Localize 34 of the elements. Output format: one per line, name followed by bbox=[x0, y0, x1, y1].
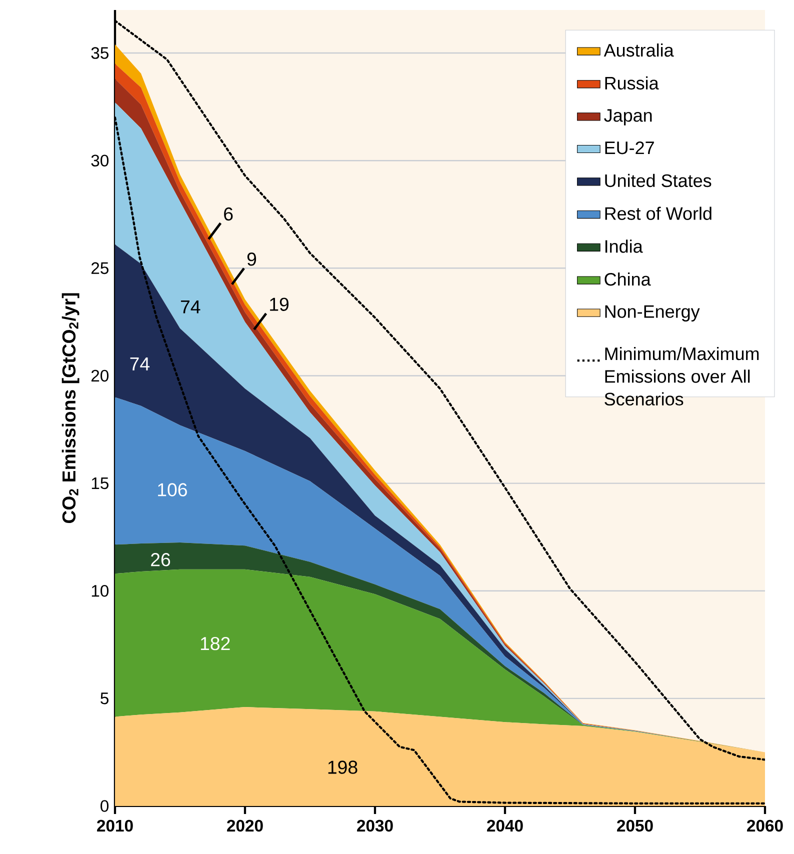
x-tick-label: 2040 bbox=[487, 820, 523, 832]
y-tick-label: 35 bbox=[91, 47, 108, 59]
annotation: 74 bbox=[130, 357, 150, 370]
x-tick-label: 2030 bbox=[357, 820, 393, 832]
y-tick-label: 10 bbox=[92, 584, 109, 597]
y-tick-label: 5 bbox=[100, 692, 108, 704]
x-tick-label: 2060 bbox=[747, 820, 783, 832]
annotation: 9 bbox=[247, 252, 256, 266]
legend-label: Japan bbox=[604, 109, 652, 126]
x-tick-label: 2010 bbox=[97, 820, 133, 832]
y-tick-label: 15 bbox=[92, 477, 108, 490]
y-tick-label: 20 bbox=[91, 370, 109, 382]
x-tick-label: 2020 bbox=[227, 820, 263, 832]
annotation: 74 bbox=[180, 300, 200, 314]
annotation: 6 bbox=[224, 207, 233, 221]
annotation: 106 bbox=[158, 483, 187, 496]
legend-label: India bbox=[605, 240, 643, 253]
legend-label: Rest of World bbox=[605, 206, 712, 220]
legend-label: China bbox=[604, 272, 651, 286]
x-tick-label: 2050 bbox=[617, 820, 653, 832]
y-tick-label: 0 bbox=[100, 800, 109, 812]
legend-label: Russia bbox=[605, 76, 659, 90]
annotation: 26 bbox=[151, 553, 170, 566]
legend-label: Australia bbox=[604, 43, 674, 57]
annotation: 198 bbox=[328, 760, 358, 774]
y-tick-label: 30 bbox=[91, 154, 109, 166]
annotation: 19 bbox=[270, 298, 289, 311]
annotation: 182 bbox=[200, 636, 230, 650]
legend-label: United States bbox=[605, 174, 712, 188]
legend-label: EU-27 bbox=[605, 141, 654, 154]
y-tick-label: 25 bbox=[91, 262, 108, 274]
legend-label: Non-Energy bbox=[605, 305, 700, 322]
y-axis-title: CO$_{2}$ Emissions [GtCO$_{2}$/yr] bbox=[62, 293, 80, 524]
legend-label: Minimum/Maximum Emissions over All Scenarios bbox=[604, 346, 759, 406]
